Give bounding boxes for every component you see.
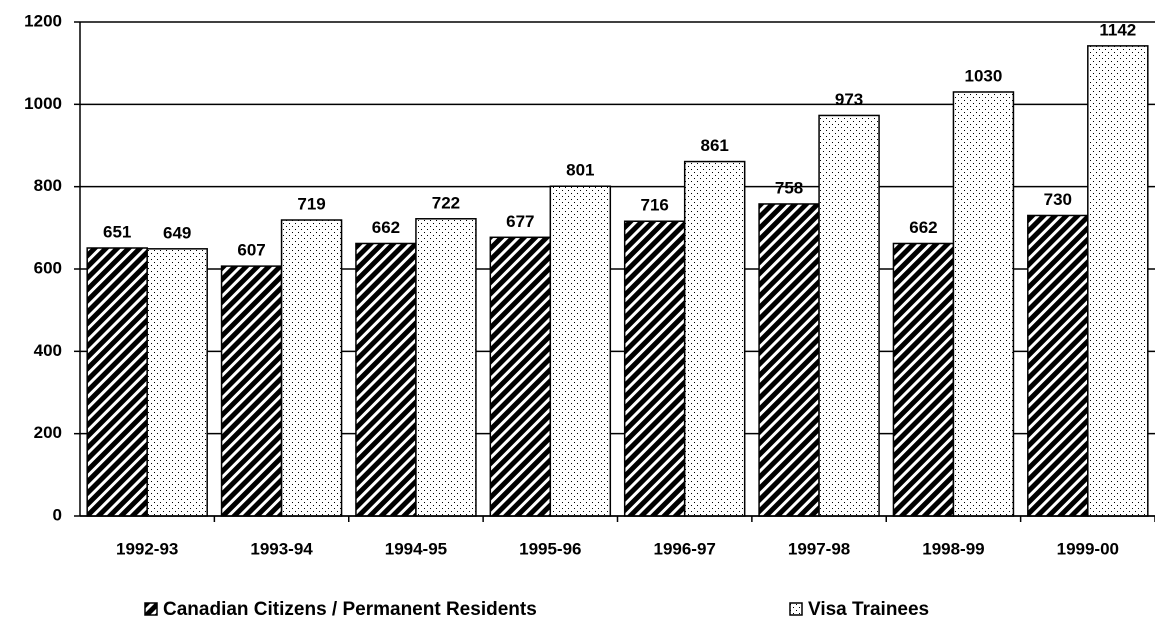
bar [415,218,477,517]
legend-label: Canadian Citizens / Permanent Residents [163,599,537,620]
value-label: 651 [103,222,131,241]
y-tick-label: 1000 [24,94,62,113]
bar [683,160,746,517]
value-label: 758 [775,178,803,197]
value-label: 861 [701,136,729,155]
x-tick-label: 1995-96 [519,539,581,558]
value-label: 649 [163,223,191,242]
y-tick-label: 400 [34,341,62,360]
bar [280,219,343,517]
bar [952,91,1015,517]
bar [489,236,552,517]
bar [892,242,955,517]
value-label: 607 [237,241,265,260]
legend-swatch [789,602,803,616]
x-tick-label: 1996-97 [653,539,715,558]
y-tick-label: 200 [34,423,62,442]
value-label: 801 [566,161,594,180]
bar [220,265,283,517]
bar [355,242,417,517]
bar [1027,214,1089,517]
y-tick-label: 1200 [24,11,62,30]
value-label: 973 [835,90,863,109]
bar [623,220,686,517]
bar [86,247,148,517]
legend-swatch [144,602,158,616]
bar [758,203,820,517]
bar [1087,45,1149,517]
y-tick-label: 0 [53,505,62,524]
y-tick-label: 800 [34,176,62,195]
legend-label: Visa Trainees [808,599,929,620]
value-label: 716 [641,196,669,215]
bar [818,114,880,517]
value-label: 1030 [965,66,1003,85]
x-tick-label: 1994-95 [385,539,447,558]
value-label: 662 [372,218,400,237]
value-label: 1142 [1099,20,1136,39]
value-label: 719 [297,194,325,213]
x-tick-label: 1993-94 [250,539,313,558]
bar [549,185,612,517]
x-tick-label: 1998-99 [922,539,984,558]
y-tick-label: 600 [34,258,62,277]
bar [146,248,208,517]
value-label: 722 [432,193,460,212]
x-tick-label: 1992-93 [116,539,178,558]
value-label: 662 [909,218,937,237]
value-label: 677 [506,212,534,231]
x-tick-label: 1999-00 [1057,539,1119,558]
value-label: 730 [1044,190,1072,209]
x-tick-label: 1997-98 [788,539,850,558]
